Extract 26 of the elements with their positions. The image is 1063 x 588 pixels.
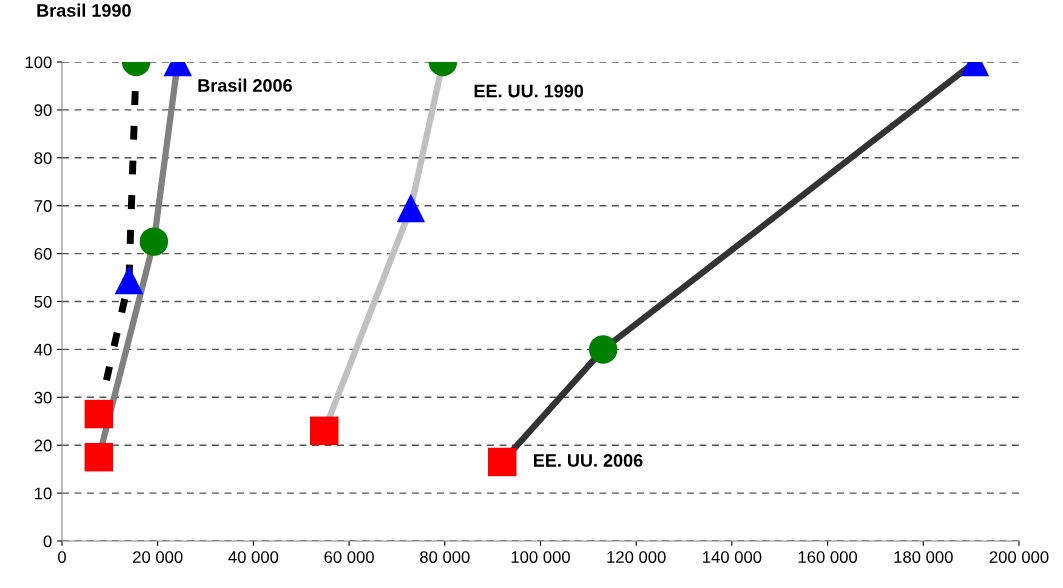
y-tick-label: 60 <box>34 248 52 260</box>
x-tick-label: 80 000 <box>420 551 470 563</box>
y-tick-label: 30 <box>34 391 52 404</box>
y-tick-label: 80 <box>34 152 52 164</box>
series-label: EE. UU. 1990 <box>474 84 584 98</box>
x-tick-label: 180 000 <box>894 551 953 563</box>
x-tick-label: 0 <box>58 551 66 563</box>
x-tick-label: 60 000 <box>324 551 374 563</box>
x-tick-label: 20 000 <box>133 551 183 563</box>
x-tick-label: 140 000 <box>703 551 762 563</box>
y-tick-label: 70 <box>34 200 52 212</box>
series-label: Brasil 2006 <box>198 78 292 92</box>
y-tick-label: 100 <box>25 56 52 69</box>
y-tick-label: 40 <box>34 343 52 356</box>
x-tick-label: 40 000 <box>228 551 279 563</box>
text: Brasil 1990 <box>37 3 131 17</box>
x-tick-label: 160 000 <box>798 551 858 563</box>
y-tick-label: 0 <box>43 535 52 548</box>
y-tick-label: 90 <box>34 104 52 117</box>
y-tick-label: 10 <box>35 487 52 500</box>
series-label: EE. UU. 2006 <box>533 454 643 467</box>
y-tick-label: 20 <box>34 439 52 452</box>
y-tick-label: 50 <box>34 295 52 308</box>
x-tick-label: 120 000 <box>607 551 666 563</box>
x-tick-label: 100 000 <box>511 551 570 563</box>
x-tick-label: 200 000 <box>989 551 1049 563</box>
